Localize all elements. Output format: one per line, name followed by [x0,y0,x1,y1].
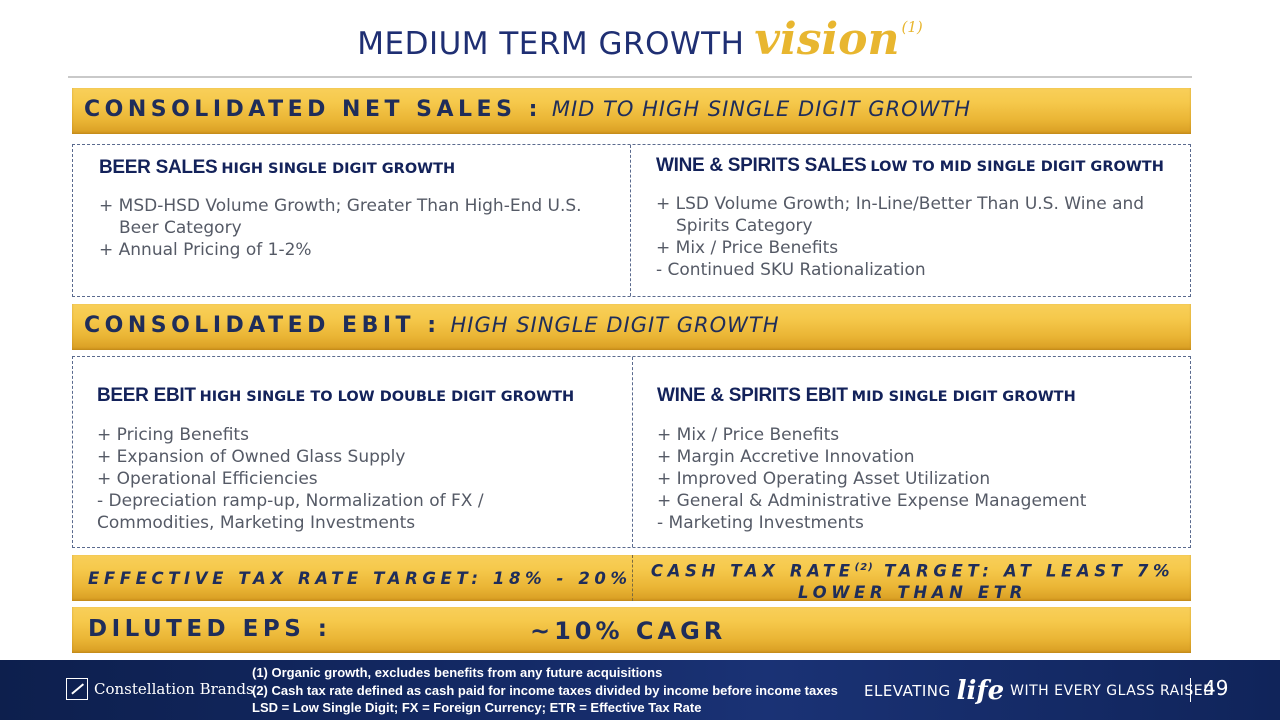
footnote-2: (2) Cash tax rate defined as cash paid f… [252,682,838,698]
page-title: MEDIUM TERM GROWTH vision (1) [0,14,1280,65]
cash-tax-line1b: TARGET: AT LEAST 7% [873,561,1175,581]
eps-heading: DILUTED EPS : [88,616,332,642]
ebit-heading: CONSOLIDATED EBIT : HIGH SINGLE DIGIT GRO… [84,313,779,338]
wine-sales-list: + LSD Volume Growth; In-Line/Better Than… [656,193,1164,281]
tagline-part-3: WITH EVERY GLASS RAISED [1010,683,1215,699]
title-main: MEDIUM TERM GROWTH [357,26,745,62]
company-name: Constellation Brands [94,680,254,698]
wine-ebit-list: + Mix / Price Benefits + Margin Accretiv… [657,424,1086,534]
list-item: + Improved Operating Asset Utilization [657,469,991,489]
beer-ebit-list: + Pricing Benefits + Expansion of Owned … [97,424,574,534]
effective-tax-rate: EFFECTIVE TAX RATE TARGET: 18% - 20% [88,569,632,588]
list-item: + Mix / Price Benefits [656,238,839,258]
list-item: + Operational Efficiencies [97,469,318,489]
net-sales-bar: CONSOLIDATED NET SALES : MID TO HIGH SING… [72,88,1191,134]
tax-divider [632,555,633,601]
page-number: 49 [1203,676,1229,700]
page-separator [1190,678,1191,702]
tagline-part-2: life [956,676,1005,706]
wine-ebit-heading: WINE & SPIRITS EBIT MID SINGLE DIGIT GROW… [657,385,1086,407]
list-item: Commodities, Marketing Investments [97,513,416,533]
title-footnote-ref: (1) [901,18,923,36]
net-sales-panel: BEER SALES HIGH SINGLE DIGIT GROWTH + MSD… [72,144,1191,297]
beer-ebit-label: BEER EBIT [97,385,196,406]
title-rule [68,76,1192,78]
list-item: + LSD Volume Growth; In-Line/Better Than… [656,194,1145,214]
list-item: + MSD-HSD Volume Growth; Greater Than Hi… [99,196,582,216]
beer-sales-label: BEER SALES [99,157,218,178]
net-sales-heading: CONSOLIDATED NET SALES : MID TO HIGH SING… [84,97,971,122]
beer-ebit-heading: BEER EBIT HIGH SINGLE TO LOW DOUBLE DIGIT… [97,385,574,407]
wine-ebit-label: WINE & SPIRITS EBIT [657,385,848,406]
wine-ebit-column: WINE & SPIRITS EBIT MID SINGLE DIGIT GROW… [657,385,1086,534]
ebit-panel: BEER EBIT HIGH SINGLE TO LOW DOUBLE DIGIT… [72,356,1191,548]
wine-sales-column: WINE & SPIRITS SALES LOW TO MID SINGLE DI… [656,155,1164,281]
cash-tax-ref: (2) [854,562,874,573]
footnote-3: LSD = Low Single Digit; FX = Foreign Cur… [252,700,702,715]
list-item: + Pricing Benefits [97,425,249,445]
list-item: + Margin Accretive Innovation [657,447,915,467]
tax-bar: EFFECTIVE TAX RATE TARGET: 18% - 20% CAS… [72,555,1191,601]
beer-sales-heading: BEER SALES HIGH SINGLE DIGIT GROWTH [99,157,582,179]
net-sales-subheading: MID TO HIGH SINGLE DIGIT GROWTH [551,97,972,121]
tagline: ELEVATING life WITH EVERY GLASS RAISED [864,676,1214,706]
beer-sales-growth: HIGH SINGLE DIGIT GROWTH [221,161,456,177]
ebit-divider [632,357,633,547]
ebit-subheading: HIGH SINGLE DIGIT GROWTH [450,313,780,337]
cash-tax-line2: LOWER THAN ETR [798,582,1027,602]
beer-ebit-growth: HIGH SINGLE TO LOW DOUBLE DIGIT GROWTH [199,389,575,405]
company-logo: Constellation Brands [66,678,254,700]
wine-sales-label: WINE & SPIRITS SALES [656,155,867,176]
net-sales-heading-text: CONSOLIDATED NET SALES : [84,97,542,122]
list-item: + Annual Pricing of 1-2% [99,240,312,260]
net-sales-divider [630,145,631,296]
beer-sales-list: + MSD-HSD Volume Growth; Greater Than Hi… [99,195,582,261]
tagline-part-1: ELEVATING [864,682,951,700]
list-item: - Marketing Investments [657,513,864,533]
wine-sales-growth: LOW TO MID SINGLE DIGIT GROWTH [870,159,1164,175]
eps-value: ~10% CAGR [530,617,727,645]
list-item: - Continued SKU Rationalization [656,260,926,280]
footnotes: (1) Organic growth, excludes benefits fr… [252,664,838,717]
list-item: + General & Administrative Expense Manag… [657,491,1087,511]
ebit-heading-text: CONSOLIDATED EBIT : [84,313,441,338]
footer: Constellation Brands (1) Organic growth,… [0,660,1280,720]
beer-ebit-column: BEER EBIT HIGH SINGLE TO LOW DOUBLE DIGIT… [97,385,574,534]
constellation-logo-icon [66,678,88,700]
cash-tax-line1a: CASH TAX RATE [650,561,855,581]
beer-sales-column: BEER SALES HIGH SINGLE DIGIT GROWTH + MSD… [99,157,582,261]
list-item: Beer Category [119,218,242,238]
ebit-bar: CONSOLIDATED EBIT : HIGH SINGLE DIGIT GRO… [72,304,1191,350]
wine-sales-heading: WINE & SPIRITS SALES LOW TO MID SINGLE DI… [656,155,1164,177]
eps-bar: DILUTED EPS : ~10% CAGR [72,607,1191,653]
list-item: + Expansion of Owned Glass Supply [97,447,406,467]
title-accent: vision [754,14,900,65]
list-item: - Depreciation ramp-up, Normalization of… [97,491,484,511]
footnote-1: (1) Organic growth, excludes benefits fr… [252,665,663,680]
cash-tax-rate: CASH TAX RATE(2) TARGET: AT LEAST 7% LOW… [634,557,1191,602]
list-item: Spirits Category [676,216,813,236]
list-item: + Mix / Price Benefits [657,425,840,445]
wine-ebit-growth: MID SINGLE DIGIT GROWTH [851,389,1076,405]
